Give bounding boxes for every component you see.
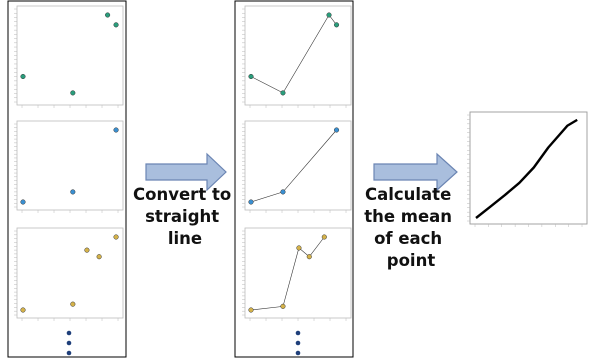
ellipsis-dot bbox=[295, 340, 301, 346]
line-panel-3-series bbox=[248, 234, 327, 313]
line-panel-3 bbox=[242, 227, 352, 321]
step-2-label-line: Calculate bbox=[365, 185, 451, 204]
scatter-point bbox=[105, 12, 111, 18]
ellipsis-dot bbox=[66, 330, 72, 336]
scatter-panel-2 bbox=[14, 120, 124, 213]
scatter-column-ellipsis bbox=[66, 330, 72, 356]
ellipsis-dot bbox=[66, 350, 72, 356]
scatter-point bbox=[70, 90, 76, 96]
line-point bbox=[248, 199, 254, 205]
scatter-point bbox=[20, 307, 26, 313]
ellipsis-dot bbox=[295, 350, 301, 356]
step-2-label-line: the mean bbox=[364, 207, 452, 226]
scatter-panel-3 bbox=[14, 227, 124, 321]
line-point bbox=[333, 22, 340, 28]
line-panel-1 bbox=[242, 5, 352, 108]
scatter-point bbox=[70, 301, 76, 307]
line-panel-2-ticks bbox=[242, 123, 347, 213]
line-point bbox=[326, 12, 332, 18]
step-2-label: Calculate the mean of each point bbox=[364, 185, 458, 270]
series-line bbox=[250, 14, 337, 94]
line-panel-2 bbox=[242, 120, 352, 213]
step-1-arrow-icon bbox=[145, 152, 227, 192]
line-point bbox=[248, 73, 254, 80]
mean-panel-series bbox=[475, 118, 578, 219]
scatter-point bbox=[84, 247, 90, 253]
line-panel-1-series bbox=[248, 12, 340, 96]
line-point bbox=[280, 189, 286, 195]
ellipsis-dot bbox=[295, 330, 301, 336]
scatter-point bbox=[113, 22, 119, 28]
mean-panel-ticks bbox=[467, 114, 583, 227]
step-2-label-line: point bbox=[387, 251, 436, 270]
scatter-panel-1-points bbox=[20, 12, 119, 96]
line-panel-2-series bbox=[248, 127, 340, 205]
step-2-label-line: of each bbox=[374, 229, 442, 248]
scatter-point bbox=[20, 73, 26, 80]
step-1-label-line: Convert to bbox=[133, 185, 231, 204]
scatter-point bbox=[70, 189, 76, 195]
scatter-point bbox=[113, 234, 119, 240]
step-2-arrow-icon bbox=[373, 152, 458, 192]
scatter-column-frame bbox=[7, 0, 127, 358]
scatter-panel-2-ticks bbox=[14, 123, 119, 213]
line-point bbox=[296, 245, 302, 251]
line-point bbox=[321, 234, 327, 240]
line-point bbox=[280, 303, 286, 309]
line-column-ellipsis bbox=[295, 330, 301, 356]
line-panel-3-ticks bbox=[242, 230, 347, 321]
scatter-panel-3-ticks bbox=[14, 230, 119, 321]
mean-panel bbox=[467, 111, 588, 227]
scatter-point bbox=[113, 127, 119, 133]
line-point bbox=[280, 90, 286, 96]
step-1-label-line: straight bbox=[145, 207, 219, 226]
line-point bbox=[248, 307, 254, 313]
line-point bbox=[333, 127, 340, 133]
line-panel-1-ticks bbox=[242, 8, 347, 108]
scatter-panel-1-ticks bbox=[14, 8, 119, 108]
scatter-panel-1 bbox=[14, 5, 124, 108]
scatter-panel-3-points bbox=[20, 234, 119, 313]
step-1-label: Convert to straight line bbox=[133, 185, 237, 248]
line-column-frame bbox=[234, 0, 354, 358]
scatter-point bbox=[96, 254, 102, 260]
ellipsis-dot bbox=[66, 340, 72, 346]
mean-line bbox=[475, 118, 578, 219]
line-point bbox=[306, 254, 312, 260]
scatter-panel-2-points bbox=[20, 127, 119, 205]
step-1-label-line: line bbox=[168, 229, 202, 248]
scatter-point bbox=[20, 199, 26, 205]
